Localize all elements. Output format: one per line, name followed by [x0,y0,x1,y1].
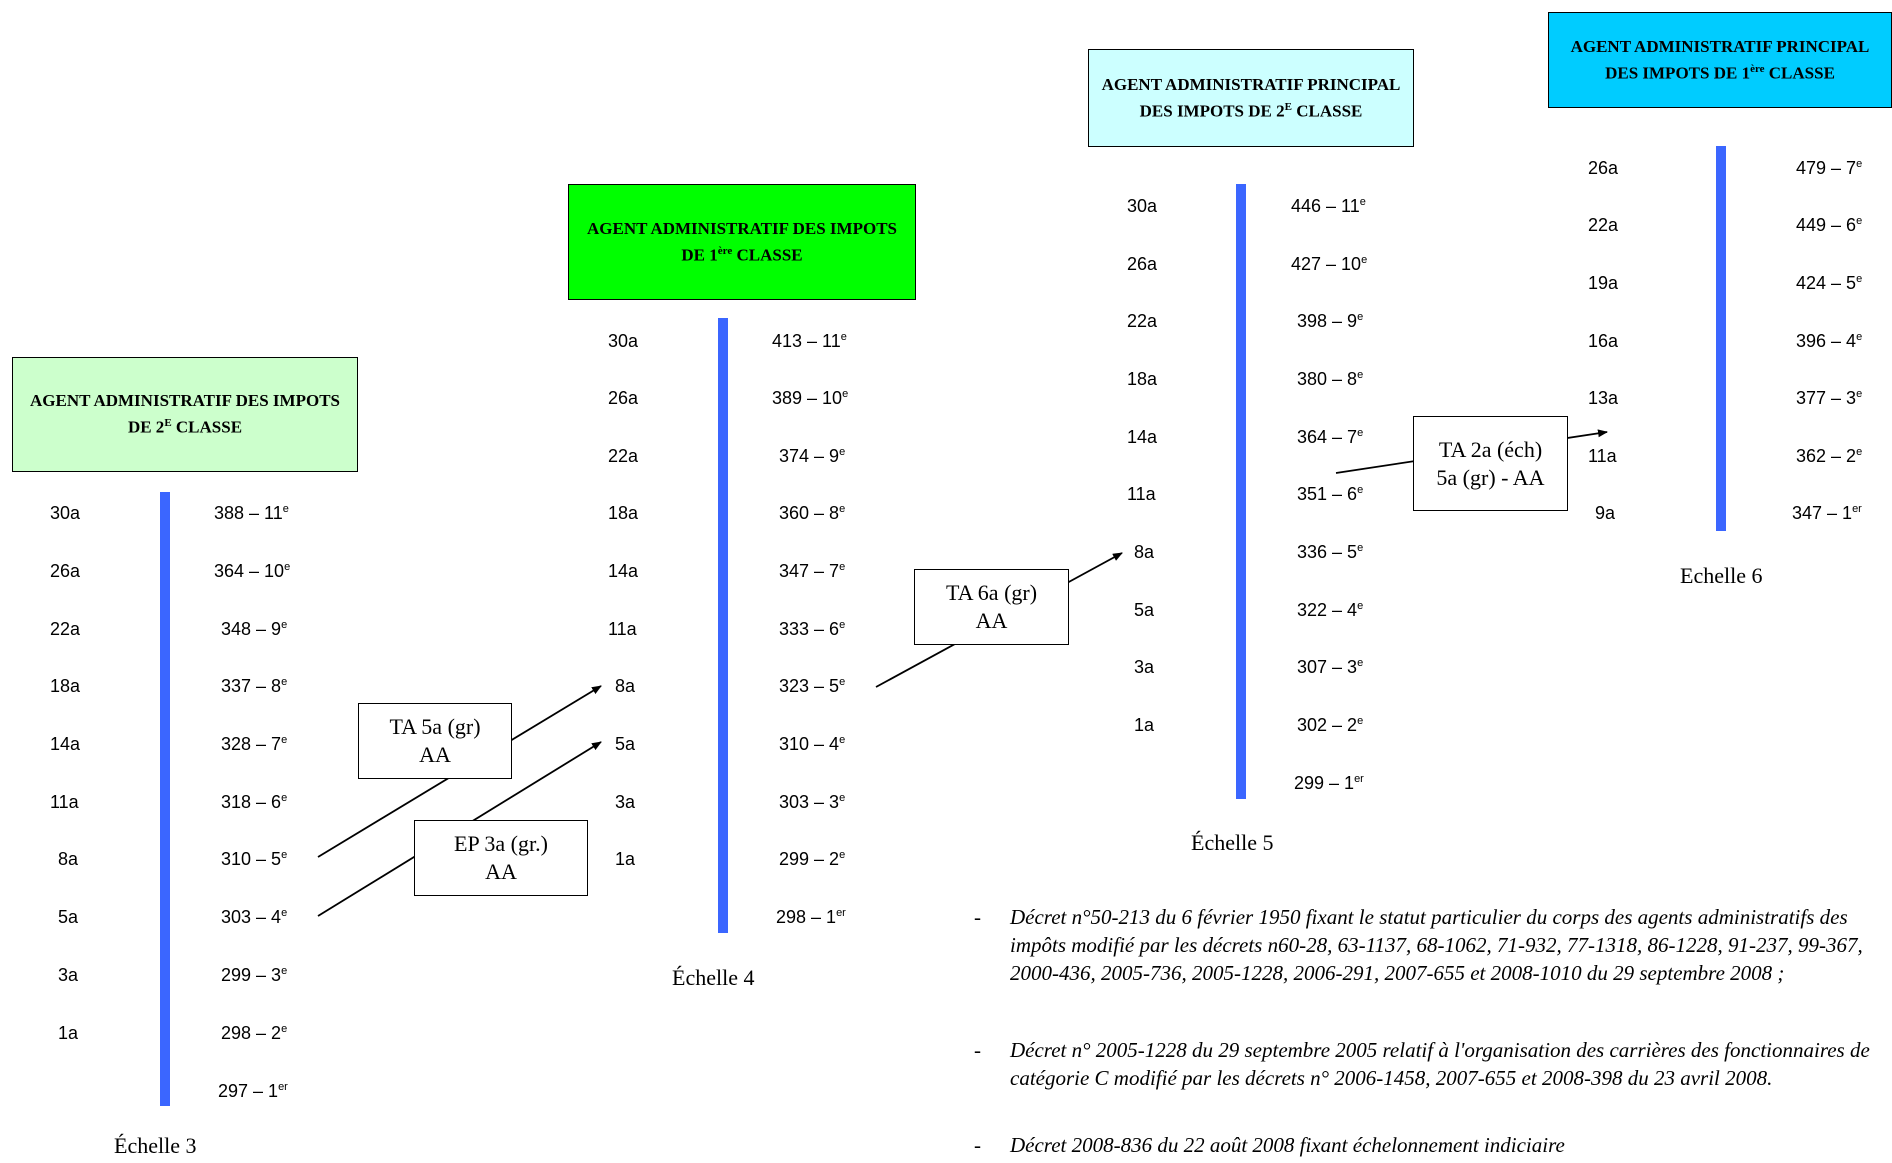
echelon-value: 297 – 1er [218,1081,288,1101]
transition-box: EP 3a (gr.) AA [414,820,588,896]
scale-caption: Échelle 4 [672,965,755,990]
echelon-value: 348 – 9e [221,619,288,639]
echelon-value: 424 – 5e [1796,273,1863,293]
grade-title-box: AGENT ADMINISTRATIF DES IMPOTS DE 2E CLA… [12,357,358,472]
echelon-value: 360 – 8e [779,503,846,523]
duration-label: 30a [50,503,81,523]
echelon-value: 347 – 7e [779,561,846,581]
echelon-value: 413 – 11e [772,331,847,351]
duration-label: 1a [1134,715,1155,735]
duration-label: 11a [50,792,79,812]
transition-box: TA 2a (éch) 5a (gr) - AA [1413,416,1568,511]
transition-box: TA 6a (gr) AA [914,569,1069,645]
echelon-value: 374 – 9e [779,446,846,466]
duration-label: 22a [50,619,81,639]
duration-label: 30a [1127,196,1158,216]
duration-label: 11a [1127,484,1156,504]
duration-label: 3a [615,792,636,812]
scale-caption: Échelle 5 [1191,830,1274,855]
duration-label: 11a [1588,446,1617,466]
scale-caption: Echelle 6 [1680,563,1763,588]
grade-title-box: AGENT ADMINISTRATIF PRINCIPAL DES IMPOTS… [1088,49,1414,147]
scale-caption: Échelle 3 [114,1133,197,1158]
echelon-value: 351 – 6e [1297,484,1364,504]
echelon-value: 364 – 7e [1297,427,1364,447]
grade-title-box: AGENT ADMINISTRATIF PRINCIPAL DES IMPOTS… [1548,12,1892,108]
legal-note: - Décret n°50-213 du 6 février 1950 fixan… [974,905,1863,985]
echelon-value: 377 – 3e [1796,388,1863,408]
duration-label: 8a [1134,542,1155,562]
echelon-value: 298 – 1er [776,907,846,927]
scale-bar [160,492,170,1106]
duration-label: 18a [1127,369,1158,389]
duration-label: 26a [608,388,639,408]
duration-label: 3a [1134,657,1155,677]
echelon-value: 328 – 7e [221,734,288,754]
legal-note: - Décret n° 2005-1228 du 29 septembre 200… [974,1038,1870,1090]
echelon-value: 362 – 2e [1796,446,1863,466]
duration-label: 14a [608,561,639,581]
echelon-value: 299 – 1er [1294,773,1364,793]
echelon-value: 299 – 3e [221,965,288,985]
echelon-value: 337 – 8e [221,676,288,696]
echelon-value: 449 – 6e [1796,215,1863,235]
transition-box: TA 5a (gr) AA [358,703,512,779]
duration-label: 19a [1588,273,1619,293]
echelon-value: 310 – 5e [221,849,288,869]
duration-label: 16a [1588,331,1619,351]
duration-label: 8a [58,849,79,869]
duration-label: 3a [58,965,79,985]
duration-label: 5a [1134,600,1155,620]
echelon-value: 333 – 6e [779,619,846,639]
echelon-value: 388 – 11e [214,503,289,523]
echelon-value: 298 – 2e [221,1023,288,1043]
echelon-value: 479 – 7e [1796,158,1863,178]
scale-bar [1236,184,1246,799]
duration-label: 1a [615,849,636,869]
duration-label: 26a [1588,158,1619,178]
echelon-value: 364 – 10e [214,561,291,581]
echelon-value: 318 – 6e [221,792,288,812]
echelon-value: 389 – 10e [772,388,849,408]
duration-label: 13a [1588,388,1619,408]
echelon-value: 322 – 4e [1297,600,1364,620]
echelon-value: 398 – 9e [1297,311,1364,331]
echelon-value: 307 – 3e [1297,657,1364,677]
duration-label: 26a [50,561,81,581]
echelon-value: 427 – 10e [1291,254,1368,274]
duration-label: 18a [50,676,81,696]
duration-label: 1a [58,1023,79,1043]
duration-label: 5a [615,734,636,754]
duration-label: 26a [1127,254,1158,274]
duration-label: 11a [608,619,637,639]
echelon-value: 299 – 2e [779,849,846,869]
duration-label: 14a [50,734,81,754]
echelon-value: 303 – 4e [221,907,288,927]
echelon-value: 323 – 5e [779,676,846,696]
duration-label: 8a [615,676,636,696]
scale-bar [718,318,728,933]
duration-label: 30a [608,331,639,351]
scale-bar [1716,146,1726,531]
duration-label: 18a [608,503,639,523]
duration-label: 14a [1127,427,1158,447]
echelon-value: 310 – 4e [779,734,846,754]
echelon-value: 336 – 5e [1297,542,1364,562]
echelon-value: 446 – 11e [1291,196,1366,216]
echelon-value: 396 – 4e [1796,331,1863,351]
duration-label: 22a [1127,311,1158,331]
duration-label: 22a [1588,215,1619,235]
duration-label: 9a [1595,503,1616,523]
echelon-value: 303 – 3e [779,792,846,812]
echelon-value: 380 – 8e [1297,369,1364,389]
echelon-value: 347 – 1er [1792,503,1862,523]
duration-label: 22a [608,446,639,466]
legal-note: - Décret 2008-836 du 22 août 2008 fixant … [974,1133,1565,1157]
grade-title-box: AGENT ADMINISTRATIF DES IMPOTS DE 1ère C… [568,184,916,300]
duration-label: 5a [58,907,79,927]
echelon-value: 302 – 2e [1297,715,1364,735]
